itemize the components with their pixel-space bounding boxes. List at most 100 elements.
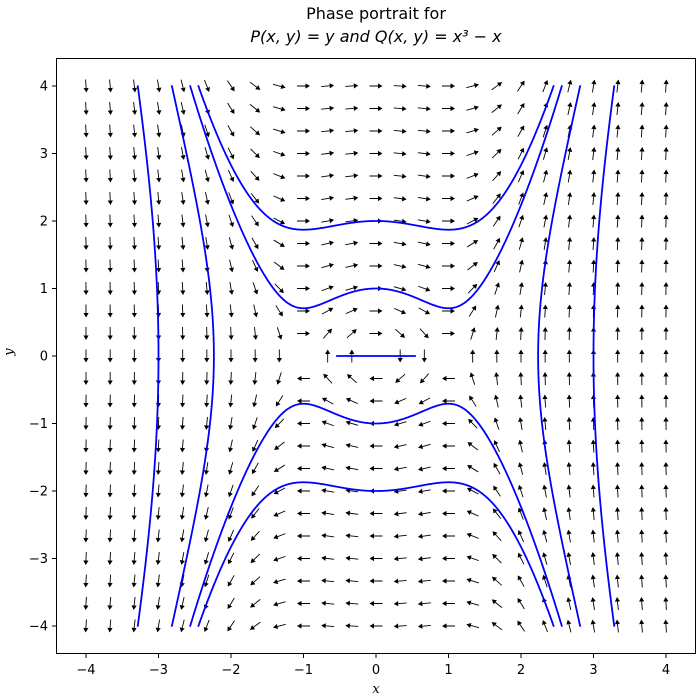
vector-arrow	[542, 507, 548, 520]
vector-arrow	[442, 128, 455, 134]
vector-arrow	[321, 150, 335, 156]
vector-arrow	[107, 484, 113, 498]
vector-arrow	[393, 623, 407, 629]
vector-arrow	[614, 439, 621, 453]
vector-arrow	[442, 263, 455, 269]
vector-arrow	[155, 461, 161, 475]
vector-arrow	[663, 349, 669, 363]
vector-arrow	[297, 600, 310, 607]
vector-arrow	[204, 304, 210, 318]
vector-arrow	[179, 597, 185, 610]
vector-arrow	[639, 237, 645, 251]
upper-curve-2	[197, 85, 555, 231]
vector-arrow	[639, 192, 645, 206]
vector-arrow	[276, 372, 282, 385]
vector-arrow	[107, 506, 113, 520]
vector-arrow	[156, 191, 162, 205]
vector-arrow	[345, 397, 358, 405]
vector-arrow	[369, 263, 383, 269]
vector-arrow	[419, 328, 429, 339]
right-curve-2	[592, 85, 616, 627]
vector-arrow	[321, 465, 335, 471]
vector-arrow	[393, 578, 407, 584]
y-tick-label: −1	[29, 417, 48, 432]
vector-arrow	[228, 282, 234, 295]
vector-arrow	[83, 529, 89, 543]
vector-arrow	[542, 529, 548, 543]
vector-arrow	[131, 101, 138, 115]
vector-arrow	[442, 443, 455, 449]
vector-arrow	[345, 285, 359, 291]
vector-arrow	[250, 553, 261, 564]
vector-arrow	[131, 259, 138, 273]
vector-arrow	[369, 555, 383, 562]
vector-arrow	[272, 128, 286, 135]
vector-arrow	[395, 373, 406, 383]
vector-arrow	[466, 487, 479, 495]
vector-arrow	[155, 484, 161, 498]
vector-arrow	[590, 552, 596, 566]
vector-arrow	[663, 169, 669, 183]
vector-arrow	[345, 555, 359, 561]
vector-arrow	[83, 259, 89, 273]
vector-arrow	[615, 304, 621, 318]
vector-arrow	[518, 439, 524, 453]
vector-arrow	[180, 192, 186, 205]
vector-arrow	[275, 305, 283, 317]
vector-arrow	[566, 597, 572, 610]
vector-arrow	[345, 510, 359, 516]
vector-arrow	[228, 326, 234, 340]
vector-arrow	[273, 217, 286, 225]
vector-arrow	[321, 128, 335, 134]
y-tick-label: 3	[40, 147, 48, 162]
vector-arrow	[393, 241, 407, 247]
vector-arrow	[297, 173, 310, 179]
vector-arrow	[493, 417, 500, 430]
vector-arrow	[204, 79, 210, 93]
vector-arrow	[517, 170, 525, 183]
vector-arrow	[639, 259, 645, 273]
vector-arrow	[227, 575, 235, 587]
vector-arrow	[345, 465, 359, 471]
vector-arrow	[83, 461, 89, 475]
vector-arrow	[297, 128, 310, 134]
vector-arrow	[639, 462, 645, 476]
vector-arrow	[180, 236, 186, 250]
vector-arrow	[369, 465, 383, 472]
vector-arrow	[639, 552, 645, 566]
vector-arrow	[494, 327, 500, 341]
vector-arrow	[203, 619, 210, 633]
vector-arrow	[297, 105, 310, 112]
vector-arrow	[250, 530, 260, 541]
vector-arrow	[83, 349, 89, 363]
x-tick-label: 2	[517, 663, 525, 678]
vector-arrow	[663, 214, 669, 228]
vector-arrow	[252, 394, 258, 408]
vector-arrow	[542, 462, 548, 475]
vector-arrow	[179, 394, 186, 408]
vector-arrow	[517, 530, 525, 543]
vector-arrow	[274, 418, 285, 429]
vector-arrow	[493, 462, 501, 475]
vector-arrow	[466, 240, 479, 248]
vector-arrow	[494, 349, 500, 363]
vector-arrow	[467, 465, 479, 473]
vector-arrow	[251, 237, 259, 250]
vector-arrow	[566, 507, 572, 520]
vector-arrow	[393, 128, 407, 134]
vector-arrow	[83, 439, 89, 453]
vector-arrow	[273, 195, 286, 202]
vector-arrow	[492, 193, 501, 204]
vector-arrow	[321, 555, 335, 561]
vector-arrow	[491, 126, 502, 136]
vector-arrow	[467, 283, 478, 294]
vector-arrow	[297, 240, 310, 247]
vector-arrow	[663, 237, 669, 251]
vector-arrow	[83, 596, 89, 610]
vector-arrow	[542, 372, 548, 386]
vector-arrow	[419, 373, 430, 384]
vector-arrow	[663, 507, 669, 521]
y-tick-label: −3	[29, 552, 48, 567]
vector-arrow	[180, 214, 186, 228]
vector-arrow	[369, 240, 383, 247]
